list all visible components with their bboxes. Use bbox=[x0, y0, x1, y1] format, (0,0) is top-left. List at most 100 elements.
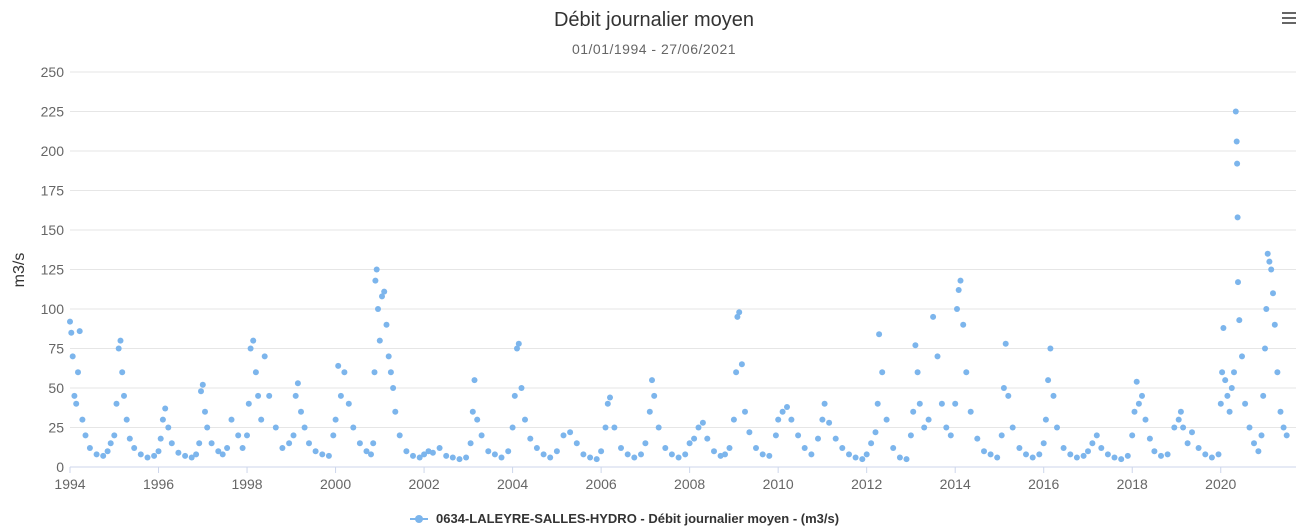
data-point[interactable] bbox=[874, 400, 881, 407]
data-point[interactable] bbox=[686, 440, 693, 447]
data-point[interactable] bbox=[1073, 454, 1080, 461]
data-point[interactable] bbox=[82, 432, 89, 439]
data-point[interactable] bbox=[1274, 369, 1281, 376]
data-point[interactable] bbox=[587, 454, 594, 461]
data-point[interactable] bbox=[602, 424, 609, 431]
data-point[interactable] bbox=[580, 451, 587, 458]
data-point[interactable] bbox=[350, 424, 357, 431]
data-point[interactable] bbox=[960, 321, 967, 328]
data-point[interactable] bbox=[846, 451, 852, 458]
data-point[interactable] bbox=[784, 404, 790, 410]
data-point[interactable] bbox=[1283, 432, 1290, 439]
data-point[interactable] bbox=[491, 451, 498, 458]
data-point[interactable] bbox=[736, 309, 743, 316]
data-point[interactable] bbox=[1232, 108, 1239, 115]
data-point[interactable] bbox=[1271, 321, 1278, 328]
data-point[interactable] bbox=[224, 445, 231, 451]
data-point[interactable] bbox=[301, 424, 308, 431]
data-point[interactable] bbox=[261, 353, 268, 360]
data-point[interactable] bbox=[294, 380, 301, 387]
data-point[interactable] bbox=[1277, 408, 1284, 415]
data-point[interactable] bbox=[69, 353, 76, 360]
data-point[interactable] bbox=[469, 408, 476, 415]
data-point[interactable] bbox=[235, 432, 242, 439]
data-point[interactable] bbox=[1023, 451, 1029, 458]
data-point[interactable] bbox=[245, 400, 252, 407]
data-point[interactable] bbox=[1195, 445, 1202, 451]
data-point[interactable] bbox=[111, 432, 118, 439]
data-point[interactable] bbox=[1164, 451, 1171, 458]
data-point[interactable] bbox=[1208, 454, 1215, 461]
data-point[interactable] bbox=[119, 369, 126, 376]
data-point[interactable] bbox=[963, 369, 970, 376]
data-point[interactable] bbox=[67, 318, 73, 325]
data-point[interactable] bbox=[341, 369, 348, 376]
data-point[interactable] bbox=[1264, 250, 1271, 257]
data-point[interactable] bbox=[1124, 452, 1131, 459]
data-point[interactable] bbox=[772, 432, 779, 439]
data-point[interactable] bbox=[157, 435, 164, 442]
data-point[interactable] bbox=[981, 448, 987, 455]
data-point[interactable] bbox=[522, 416, 528, 423]
data-point[interactable] bbox=[436, 445, 443, 451]
data-point[interactable] bbox=[485, 448, 492, 455]
data-point[interactable] bbox=[443, 452, 450, 459]
data-point[interactable] bbox=[208, 440, 215, 447]
data-point[interactable] bbox=[372, 277, 379, 284]
data-point[interactable] bbox=[560, 432, 567, 439]
data-point[interactable] bbox=[839, 445, 846, 451]
data-point[interactable] bbox=[733, 369, 740, 376]
data-point[interactable] bbox=[567, 429, 574, 436]
data-point[interactable] bbox=[821, 400, 828, 407]
data-point[interactable] bbox=[553, 448, 560, 455]
data-point[interactable] bbox=[392, 408, 399, 415]
data-point[interactable] bbox=[1233, 138, 1240, 145]
data-point[interactable] bbox=[738, 361, 745, 368]
data-point[interactable] bbox=[474, 416, 481, 423]
data-point[interactable] bbox=[330, 432, 337, 439]
data-point[interactable] bbox=[421, 451, 428, 458]
data-point[interactable] bbox=[1235, 279, 1241, 286]
data-point[interactable] bbox=[385, 353, 392, 360]
data-point[interactable] bbox=[219, 451, 226, 458]
data-point[interactable] bbox=[704, 435, 711, 442]
data-point[interactable] bbox=[1040, 440, 1047, 447]
data-point[interactable] bbox=[279, 445, 286, 451]
data-point[interactable] bbox=[182, 452, 189, 459]
data-point[interactable] bbox=[1255, 448, 1262, 455]
data-point[interactable] bbox=[515, 340, 522, 347]
data-point[interactable] bbox=[1133, 378, 1140, 385]
data-point[interactable] bbox=[312, 448, 319, 455]
data-point[interactable] bbox=[726, 445, 733, 451]
data-point[interactable] bbox=[943, 424, 950, 431]
data-point[interactable] bbox=[863, 451, 870, 458]
data-point[interactable] bbox=[722, 451, 728, 458]
data-point[interactable] bbox=[449, 454, 456, 461]
data-point[interactable] bbox=[73, 400, 80, 407]
data-point[interactable] bbox=[286, 440, 293, 447]
data-point[interactable] bbox=[165, 424, 172, 431]
data-point[interactable] bbox=[651, 392, 658, 399]
data-point[interactable] bbox=[471, 377, 478, 384]
data-point[interactable] bbox=[272, 424, 279, 431]
data-point[interactable] bbox=[375, 306, 381, 312]
data-point[interactable] bbox=[1268, 266, 1275, 273]
data-point[interactable] bbox=[155, 448, 162, 455]
data-point[interactable] bbox=[202, 408, 208, 415]
data-point[interactable] bbox=[967, 408, 974, 415]
data-point[interactable] bbox=[1242, 400, 1249, 407]
data-point[interactable] bbox=[930, 313, 937, 320]
data-point[interactable] bbox=[947, 432, 954, 439]
data-point[interactable] bbox=[71, 392, 78, 399]
data-point[interactable] bbox=[903, 456, 910, 463]
data-point[interactable] bbox=[387, 369, 394, 376]
data-point[interactable] bbox=[832, 435, 839, 442]
data-point[interactable] bbox=[1129, 432, 1136, 439]
data-point[interactable] bbox=[618, 445, 624, 451]
data-point[interactable] bbox=[463, 454, 470, 461]
data-point[interactable] bbox=[1047, 345, 1054, 352]
data-point[interactable] bbox=[1029, 454, 1036, 461]
data-point[interactable] bbox=[1036, 451, 1043, 458]
data-point[interactable] bbox=[974, 435, 981, 442]
data-point[interactable] bbox=[100, 452, 107, 459]
